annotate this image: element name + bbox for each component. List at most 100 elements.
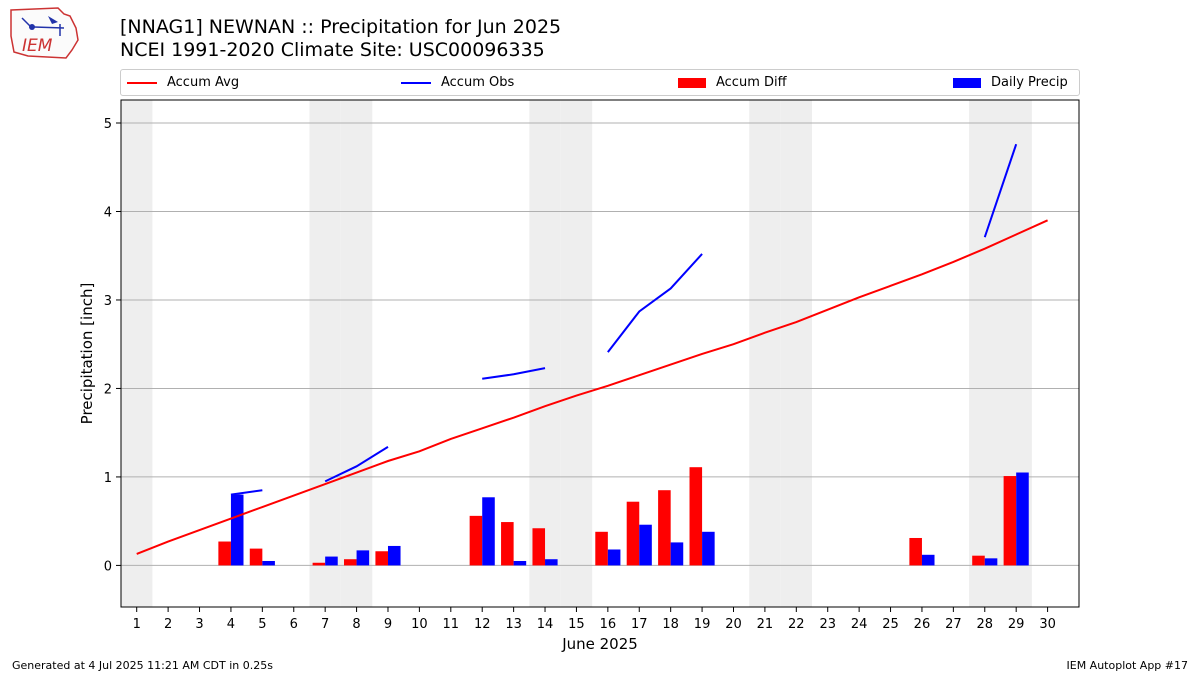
weekend-band-1 <box>121 100 153 607</box>
daily-precip-bar-7 <box>325 556 338 566</box>
weekend-band-7 <box>309 100 341 607</box>
accum-diff-bar-14 <box>532 528 546 566</box>
x-tick-label-13: 13 <box>505 617 522 632</box>
accum-diff-bar-7 <box>312 562 326 566</box>
iowa-map-icon: IEM <box>10 7 79 59</box>
weekend-band-22 <box>780 100 813 607</box>
x-tick-label-17: 17 <box>631 617 648 632</box>
x-tick-label-28: 28 <box>976 617 993 632</box>
y-tick-label-1: 1 <box>104 471 112 486</box>
x-tick-label-10: 10 <box>411 617 428 632</box>
daily-precip-bar-29 <box>1016 472 1029 566</box>
accum-diff-bar-8 <box>344 559 357 566</box>
daily-precip-bar-17 <box>639 524 652 566</box>
legend-label-accum-avg: Accum Avg <box>167 75 240 90</box>
accum-diff-bar-4 <box>218 541 231 566</box>
x-tick-label-29: 29 <box>1008 617 1025 632</box>
y-tick-label-4: 4 <box>104 205 112 220</box>
accum-diff-bar-12 <box>469 515 483 566</box>
accum-obs-line-segment-4 <box>607 253 703 353</box>
legend: Accum Avg Accum Obs Accum Diff Daily Pre… <box>120 69 1080 96</box>
y-tick-label-2: 2 <box>104 382 112 397</box>
daily-precip-bar-14 <box>545 559 558 566</box>
x-tick-label-14: 14 <box>537 617 554 632</box>
x-tick-label-19: 19 <box>694 617 711 632</box>
x-tick-label-12: 12 <box>474 617 491 632</box>
accum-obs-line-segment-2 <box>324 445 389 483</box>
legend-item-accum-diff: Accum Diff <box>678 70 787 95</box>
y-tick-label-5: 5 <box>104 117 112 132</box>
x-tick-label-22: 22 <box>788 617 805 632</box>
x-tick-label-18: 18 <box>662 617 679 632</box>
x-tick-label-11: 11 <box>443 617 460 632</box>
x-tick-label-3: 3 <box>195 617 203 632</box>
x-tick-label-20: 20 <box>725 617 742 632</box>
x-tick-label-16: 16 <box>600 617 617 632</box>
x-tick-label-7: 7 <box>321 617 329 632</box>
daily-precip-bar-8 <box>356 550 370 566</box>
accum-diff-bar-13 <box>501 522 514 566</box>
legend-swatch-daily-precip <box>953 77 981 88</box>
daily-precip-bar-18 <box>670 542 684 566</box>
chart-subtitle: NCEI 1991-2020 Climate Site: USC00096335 <box>120 39 545 61</box>
plot-frame <box>120 99 1080 608</box>
accum-diff-bar-9 <box>375 551 388 566</box>
x-tick-label-2: 2 <box>164 617 172 632</box>
daily-precip-bar-4 <box>230 494 244 566</box>
app-label: IEM Autoplot App #17 <box>1066 659 1189 672</box>
x-tick-label-24: 24 <box>851 617 868 632</box>
x-tick-label-1: 1 <box>133 617 141 632</box>
legend-item-daily-precip: Daily Precip <box>953 70 1068 95</box>
legend-swatch-accum-diff <box>678 77 706 88</box>
y-axis-label: Precipitation [inch] <box>78 283 96 425</box>
accum-diff-bar-28 <box>972 555 985 566</box>
accum-diff-bar-29 <box>1003 476 1017 566</box>
accum-diff-bar-17 <box>626 501 640 566</box>
daily-precip-bar-9 <box>387 545 401 566</box>
daily-precip-bar-16 <box>607 549 621 566</box>
x-tick-label-8: 8 <box>352 617 360 632</box>
daily-precip-bar-19 <box>702 531 715 566</box>
y-tick-label-0: 0 <box>104 559 112 574</box>
y-tick-label-3: 3 <box>104 294 112 309</box>
x-axis-label: June 2025 <box>561 635 638 653</box>
x-tick-label-21: 21 <box>757 617 774 632</box>
daily-precip-bar-5 <box>262 560 275 566</box>
legend-swatch-accum-avg <box>127 81 157 84</box>
x-tick-label-6: 6 <box>290 617 298 632</box>
x-tick-label-30: 30 <box>1039 617 1056 632</box>
legend-item-accum-obs: Accum Obs <box>401 70 514 95</box>
daily-precip-bar-13 <box>513 560 527 566</box>
accum-diff-bar-16 <box>595 531 608 566</box>
iem-logo: IEM <box>8 6 80 60</box>
legend-swatch-accum-obs <box>401 81 431 84</box>
x-tick-label-23: 23 <box>819 617 836 632</box>
accum-diff-bar-19 <box>689 467 703 566</box>
legend-item-accum-avg: Accum Avg <box>127 70 239 95</box>
x-tick-label-5: 5 <box>258 617 266 632</box>
x-tick-label-15: 15 <box>568 617 585 632</box>
x-tick-label-27: 27 <box>945 617 962 632</box>
accum-obs-line-segment-3 <box>482 367 546 380</box>
x-tick-label-9: 9 <box>384 617 392 632</box>
accum-diff-bar-26 <box>909 537 922 566</box>
accum-obs-line-segment-1 <box>230 489 263 496</box>
daily-precip-bar-28 <box>984 558 998 566</box>
accum-obs-line-segment-5 <box>983 143 1018 238</box>
weekend-band-14 <box>529 100 561 607</box>
accum-diff-bar-18 <box>658 490 671 566</box>
x-tick-label-25: 25 <box>882 617 899 632</box>
daily-precip-bar-26 <box>921 554 935 566</box>
x-tick-label-26: 26 <box>914 617 931 632</box>
x-tick-label-4: 4 <box>227 617 235 632</box>
weekend-band-15 <box>560 100 593 607</box>
legend-label-daily-precip: Daily Precip <box>991 75 1068 90</box>
weekend-band-28 <box>969 100 1001 607</box>
generated-timestamp: Generated at 4 Jul 2025 11:21 AM CDT in … <box>12 659 273 672</box>
logo-text: IEM <box>22 36 53 56</box>
chart-title: [NNAG1] NEWNAN :: Precipitation for Jun … <box>120 16 562 38</box>
weekend-band-21 <box>749 100 781 607</box>
legend-label-accum-diff: Accum Diff <box>716 75 787 90</box>
accum-avg-line <box>136 219 1049 555</box>
